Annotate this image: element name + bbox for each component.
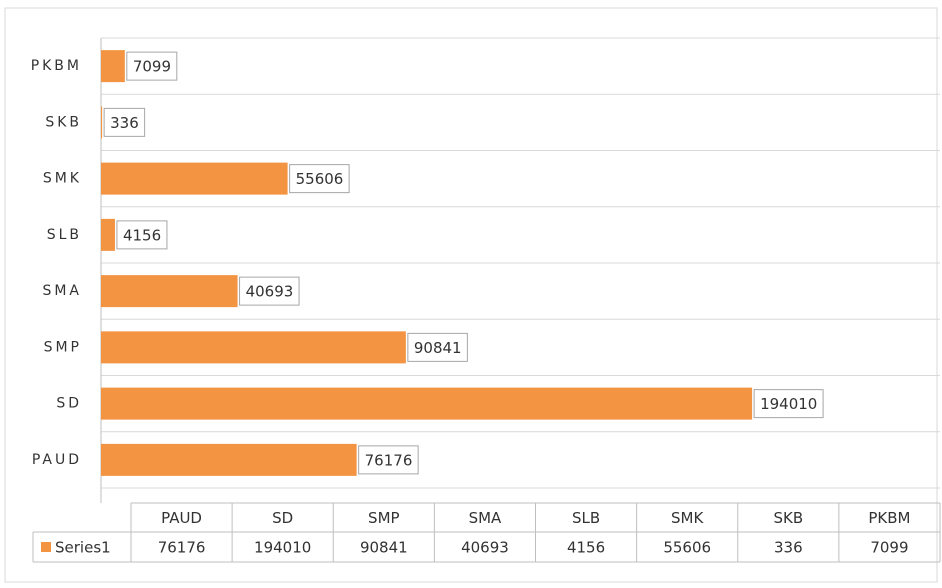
bar [101,50,125,83]
data-label-box [289,164,350,194]
table-value: 90841 [360,539,408,557]
data-label-box [358,445,419,475]
table-header: SMP [368,509,400,527]
y-tick-label: SMP [44,339,82,355]
table-header: SMA [469,509,502,527]
table-header: PKBM [868,509,910,527]
data-label-box [126,51,178,81]
data-label: 90841 [414,339,462,357]
y-tick-label: SMK [43,171,82,187]
data-label-box [103,107,146,137]
table-value: 76176 [158,539,206,557]
data-label: 76176 [365,451,413,469]
bar [101,387,753,420]
y-tick-label: SMA [42,283,82,299]
data-label: 7099 [133,58,171,76]
table-value: 4156 [567,539,605,557]
legend-label: Series1 [55,539,111,557]
table-header: SLB [572,509,600,527]
table-value: 55606 [663,539,711,557]
data-label: 4156 [123,226,161,244]
legend-swatch [41,542,51,552]
bar [101,331,406,364]
data-label-box [407,332,468,362]
table-value: 40693 [461,539,509,557]
data-label-box [753,389,824,419]
data-label: 55606 [296,170,344,188]
data-label: 40693 [246,283,294,301]
bar [101,106,103,139]
table-header: SD [272,509,293,527]
y-tick-label: PKBM [31,58,82,74]
data-label: 336 [110,114,139,132]
table-value: 194010 [254,539,311,557]
bar [101,443,357,476]
y-tick-label: SLB [47,227,82,243]
bar [101,218,115,251]
table-header: SKB [773,509,803,527]
y-tick-label: SKB [45,114,82,130]
y-tick-label: SD [56,396,82,412]
table-header: SMK [671,509,704,527]
data-label-box [239,276,300,306]
table-header: PAUD [161,509,202,527]
data-label-box [116,220,168,250]
table-value: 7099 [870,539,908,557]
bar [101,162,288,195]
data-label: 194010 [760,395,817,413]
table-value: 336 [774,539,803,557]
bar [101,275,238,308]
y-tick-label: PAUD [32,452,82,468]
